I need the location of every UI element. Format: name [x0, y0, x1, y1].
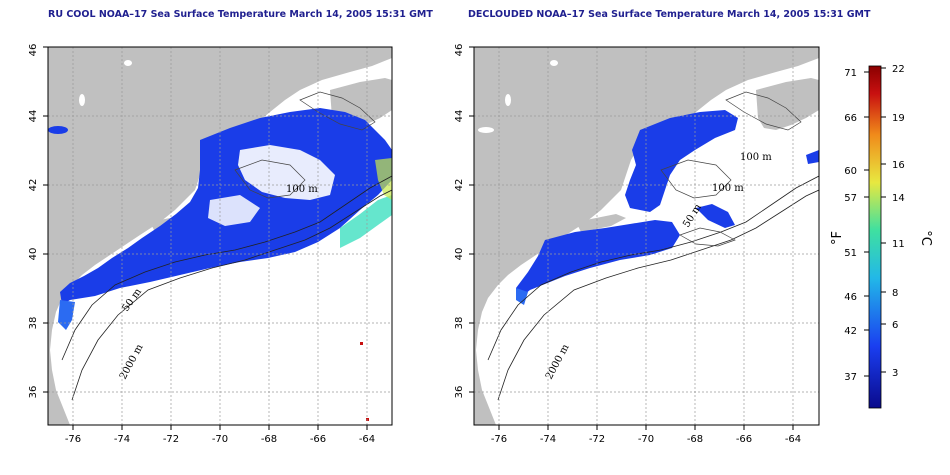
colorbar-c-label: 11	[892, 239, 905, 250]
lake-sst	[48, 126, 68, 134]
lat-tick-label: 40	[454, 248, 465, 261]
lake	[478, 127, 494, 133]
lon-tick-label: -64	[785, 434, 801, 445]
land-long-island	[576, 214, 626, 232]
bathymetry-contour	[234, 159, 306, 199]
lon-tick-label: -68	[261, 434, 277, 445]
contour-label: 100 m	[286, 184, 318, 195]
lat-tick-label: 40	[28, 248, 39, 261]
colorbar-f-label: 46	[844, 292, 857, 303]
lon-tick-label: -76	[491, 434, 507, 445]
colorbar-c-label: 22	[892, 64, 905, 75]
map-right: 100 m 100 m 50 m 2000 m -76 -74 -72 -70 …	[454, 44, 820, 445]
bathymetry-contour	[679, 227, 736, 247]
lon-tick-label: -66	[736, 434, 752, 445]
map-left: 100 m 50 m 2000 m -76 -74 -72 -70 -68 -6…	[28, 44, 393, 445]
colorbar: 71 66 60 57 51 46 42 37 22 19 16 14 11 8…	[830, 64, 933, 409]
title-right: DECLOUDED NOAA–17 Sea Surface Temperatur…	[468, 9, 871, 20]
sst-area	[696, 204, 735, 228]
lake	[79, 94, 85, 106]
colorbar-f-label: 42	[844, 326, 857, 337]
sst-hotspot	[360, 342, 363, 345]
lon-tick-label: -74	[114, 434, 130, 445]
lon-tick-label: -74	[540, 434, 556, 445]
lat-tick-label: 46	[28, 44, 39, 57]
colorbar-f-label: 71	[844, 68, 857, 79]
sst-area	[806, 150, 819, 164]
land-mass	[48, 47, 392, 425]
title-left: RU COOL NOAA–17 Sea Surface Temperature …	[48, 9, 433, 20]
lon-tick-label: -72	[163, 434, 179, 445]
lake	[505, 94, 511, 106]
colorbar-c-label: 8	[892, 288, 898, 299]
lat-tick-label: 42	[454, 179, 465, 192]
axis-ticks	[43, 46, 368, 430]
lat-tick-label: 38	[28, 317, 39, 330]
cloud-gap	[208, 195, 260, 226]
axis-ticks	[469, 46, 794, 430]
lon-tick-label: -66	[310, 434, 326, 445]
graticule	[474, 46, 819, 425]
contour-label: 100 m	[712, 183, 744, 194]
colorbar-c-label: 19	[892, 113, 905, 124]
lon-tick-label: -70	[212, 434, 228, 445]
lat-tick-label: 44	[28, 110, 39, 123]
lat-tick-label: 36	[28, 386, 39, 399]
lon-tick-label: -64	[359, 434, 375, 445]
lon-tick-label: -70	[638, 434, 654, 445]
bathymetry-contour	[660, 159, 732, 199]
lon-tick-label: -76	[65, 434, 81, 445]
land-mass	[474, 47, 819, 425]
lake	[124, 60, 132, 66]
lat-tick-label: 44	[454, 110, 465, 123]
sst-area	[516, 288, 528, 305]
colorbar-ticks	[864, 67, 886, 377]
lat-tick-label: 36	[454, 386, 465, 399]
lon-tick-label: -72	[589, 434, 605, 445]
lat-tick-label: 38	[454, 317, 465, 330]
colorbar-f-label: 66	[844, 113, 857, 124]
bathymetry-contour	[71, 189, 392, 401]
colorbar-c-label: 3	[892, 368, 898, 379]
bathymetry-contour	[497, 189, 819, 401]
cloud-gap	[238, 145, 335, 200]
sst-area	[58, 300, 75, 330]
lat-tick-label: 46	[454, 44, 465, 57]
sst-hotspot	[366, 418, 369, 421]
colorbar-unit-f: °F	[830, 231, 845, 245]
colorbar-c-label: 14	[892, 193, 905, 204]
sst-area	[625, 110, 738, 212]
colorbar-f-label: 57	[844, 193, 857, 204]
sst-warm-fringe	[375, 158, 392, 200]
colorbar-unit-c: °C	[918, 230, 933, 246]
sst-warm-fringe	[340, 195, 392, 248]
lon-tick-label: -68	[687, 434, 703, 445]
colorbar-f-label: 51	[844, 248, 857, 259]
colorbar-f-label: 37	[844, 372, 857, 383]
contour-label: 100 m	[740, 152, 772, 163]
colorbar-ramp	[868, 65, 882, 409]
land-nova-scotia	[756, 78, 819, 130]
colorbar-f-label: 60	[844, 166, 857, 177]
lake	[550, 60, 558, 66]
colorbar-c-label: 16	[892, 160, 905, 171]
lat-tick-label: 42	[28, 179, 39, 192]
colorbar-c-label: 6	[892, 320, 898, 331]
